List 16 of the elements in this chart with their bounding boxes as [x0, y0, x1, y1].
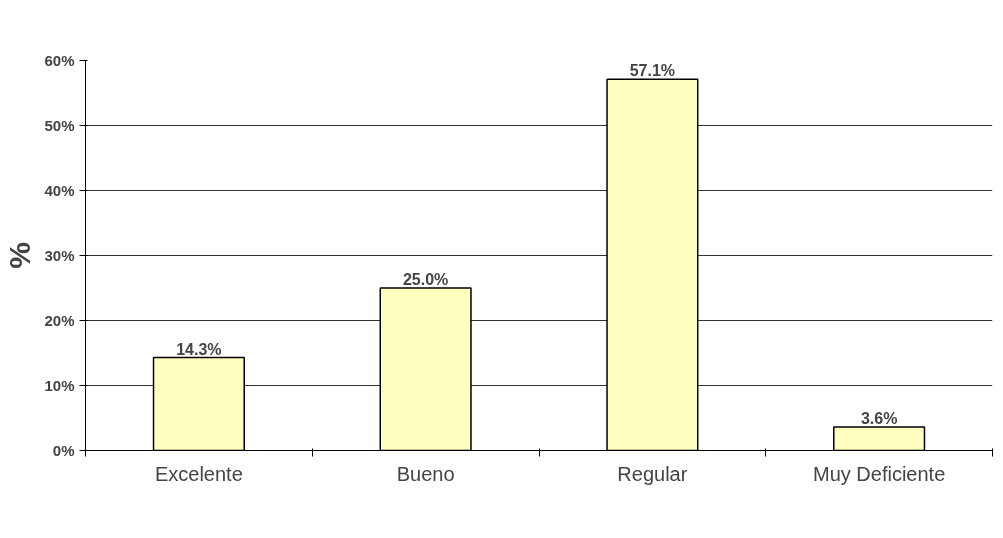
data-label: 3.6% [860, 410, 898, 428]
x-tick-label: Regular [617, 462, 688, 485]
y-tick-label: 50% [44, 117, 75, 134]
data-label: 57.1% [629, 62, 676, 80]
x-tick-label: Bueno [396, 462, 455, 485]
y-axis-title: % [3, 242, 37, 269]
y-tick-label: 40% [44, 182, 75, 199]
y-tick-label: 10% [44, 377, 75, 394]
x-tick-label: Excelente [154, 462, 243, 485]
x-tick-label: Muy Deficiente [812, 462, 946, 485]
y-tick-label: 60% [44, 52, 75, 69]
y-tick-label: 20% [44, 312, 75, 329]
y-tick-label: 0% [52, 442, 75, 459]
data-label: 14.3% [176, 340, 222, 358]
y-tick-label: 30% [44, 247, 75, 264]
data-label: 25.0% [402, 271, 449, 288]
